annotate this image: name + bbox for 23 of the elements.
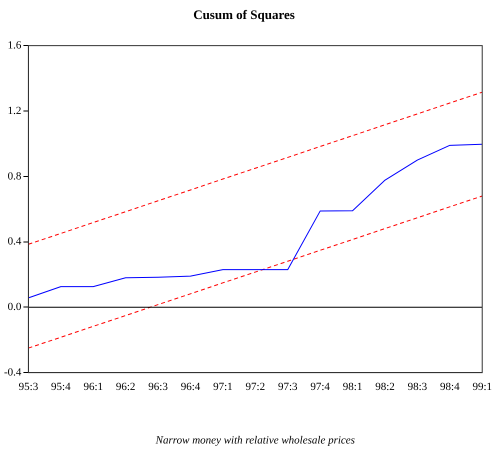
- x-tick-label: 99:1: [472, 381, 492, 394]
- x-tick-label: 98:3: [408, 381, 428, 394]
- y-tick-label: 0.0: [8, 301, 22, 314]
- x-tick-label: 98:2: [375, 381, 395, 394]
- chart-title: Cusum of Squares: [193, 7, 295, 22]
- x-tick-label: 96:3: [148, 381, 168, 394]
- x-axis-title: Narrow money with relative wholesale prices: [154, 434, 355, 446]
- y-tick-label: 0.4: [8, 236, 22, 248]
- x-tick-label: 96:4: [180, 381, 201, 394]
- x-tick-label: 97:1: [213, 381, 233, 394]
- x-tick-label: 97:3: [278, 381, 298, 394]
- x-tick-label: 97:4: [310, 381, 330, 394]
- x-tick-label: 96:2: [116, 381, 136, 394]
- y-tick-label: -0.4: [4, 366, 22, 378]
- x-tick-label: 98:4: [440, 381, 460, 394]
- y-tick-label: 0.8: [8, 170, 22, 182]
- x-tick-label: 95:4: [51, 381, 72, 394]
- y-tick-label: 1.6: [8, 39, 22, 52]
- y-tick-label: 1.2: [8, 104, 22, 117]
- x-tick-label: 98:1: [342, 381, 362, 394]
- x-tick-label: 95:3: [18, 381, 39, 394]
- x-tick-label: 96:1: [83, 381, 104, 394]
- x-tick-label: 97:2: [246, 381, 266, 394]
